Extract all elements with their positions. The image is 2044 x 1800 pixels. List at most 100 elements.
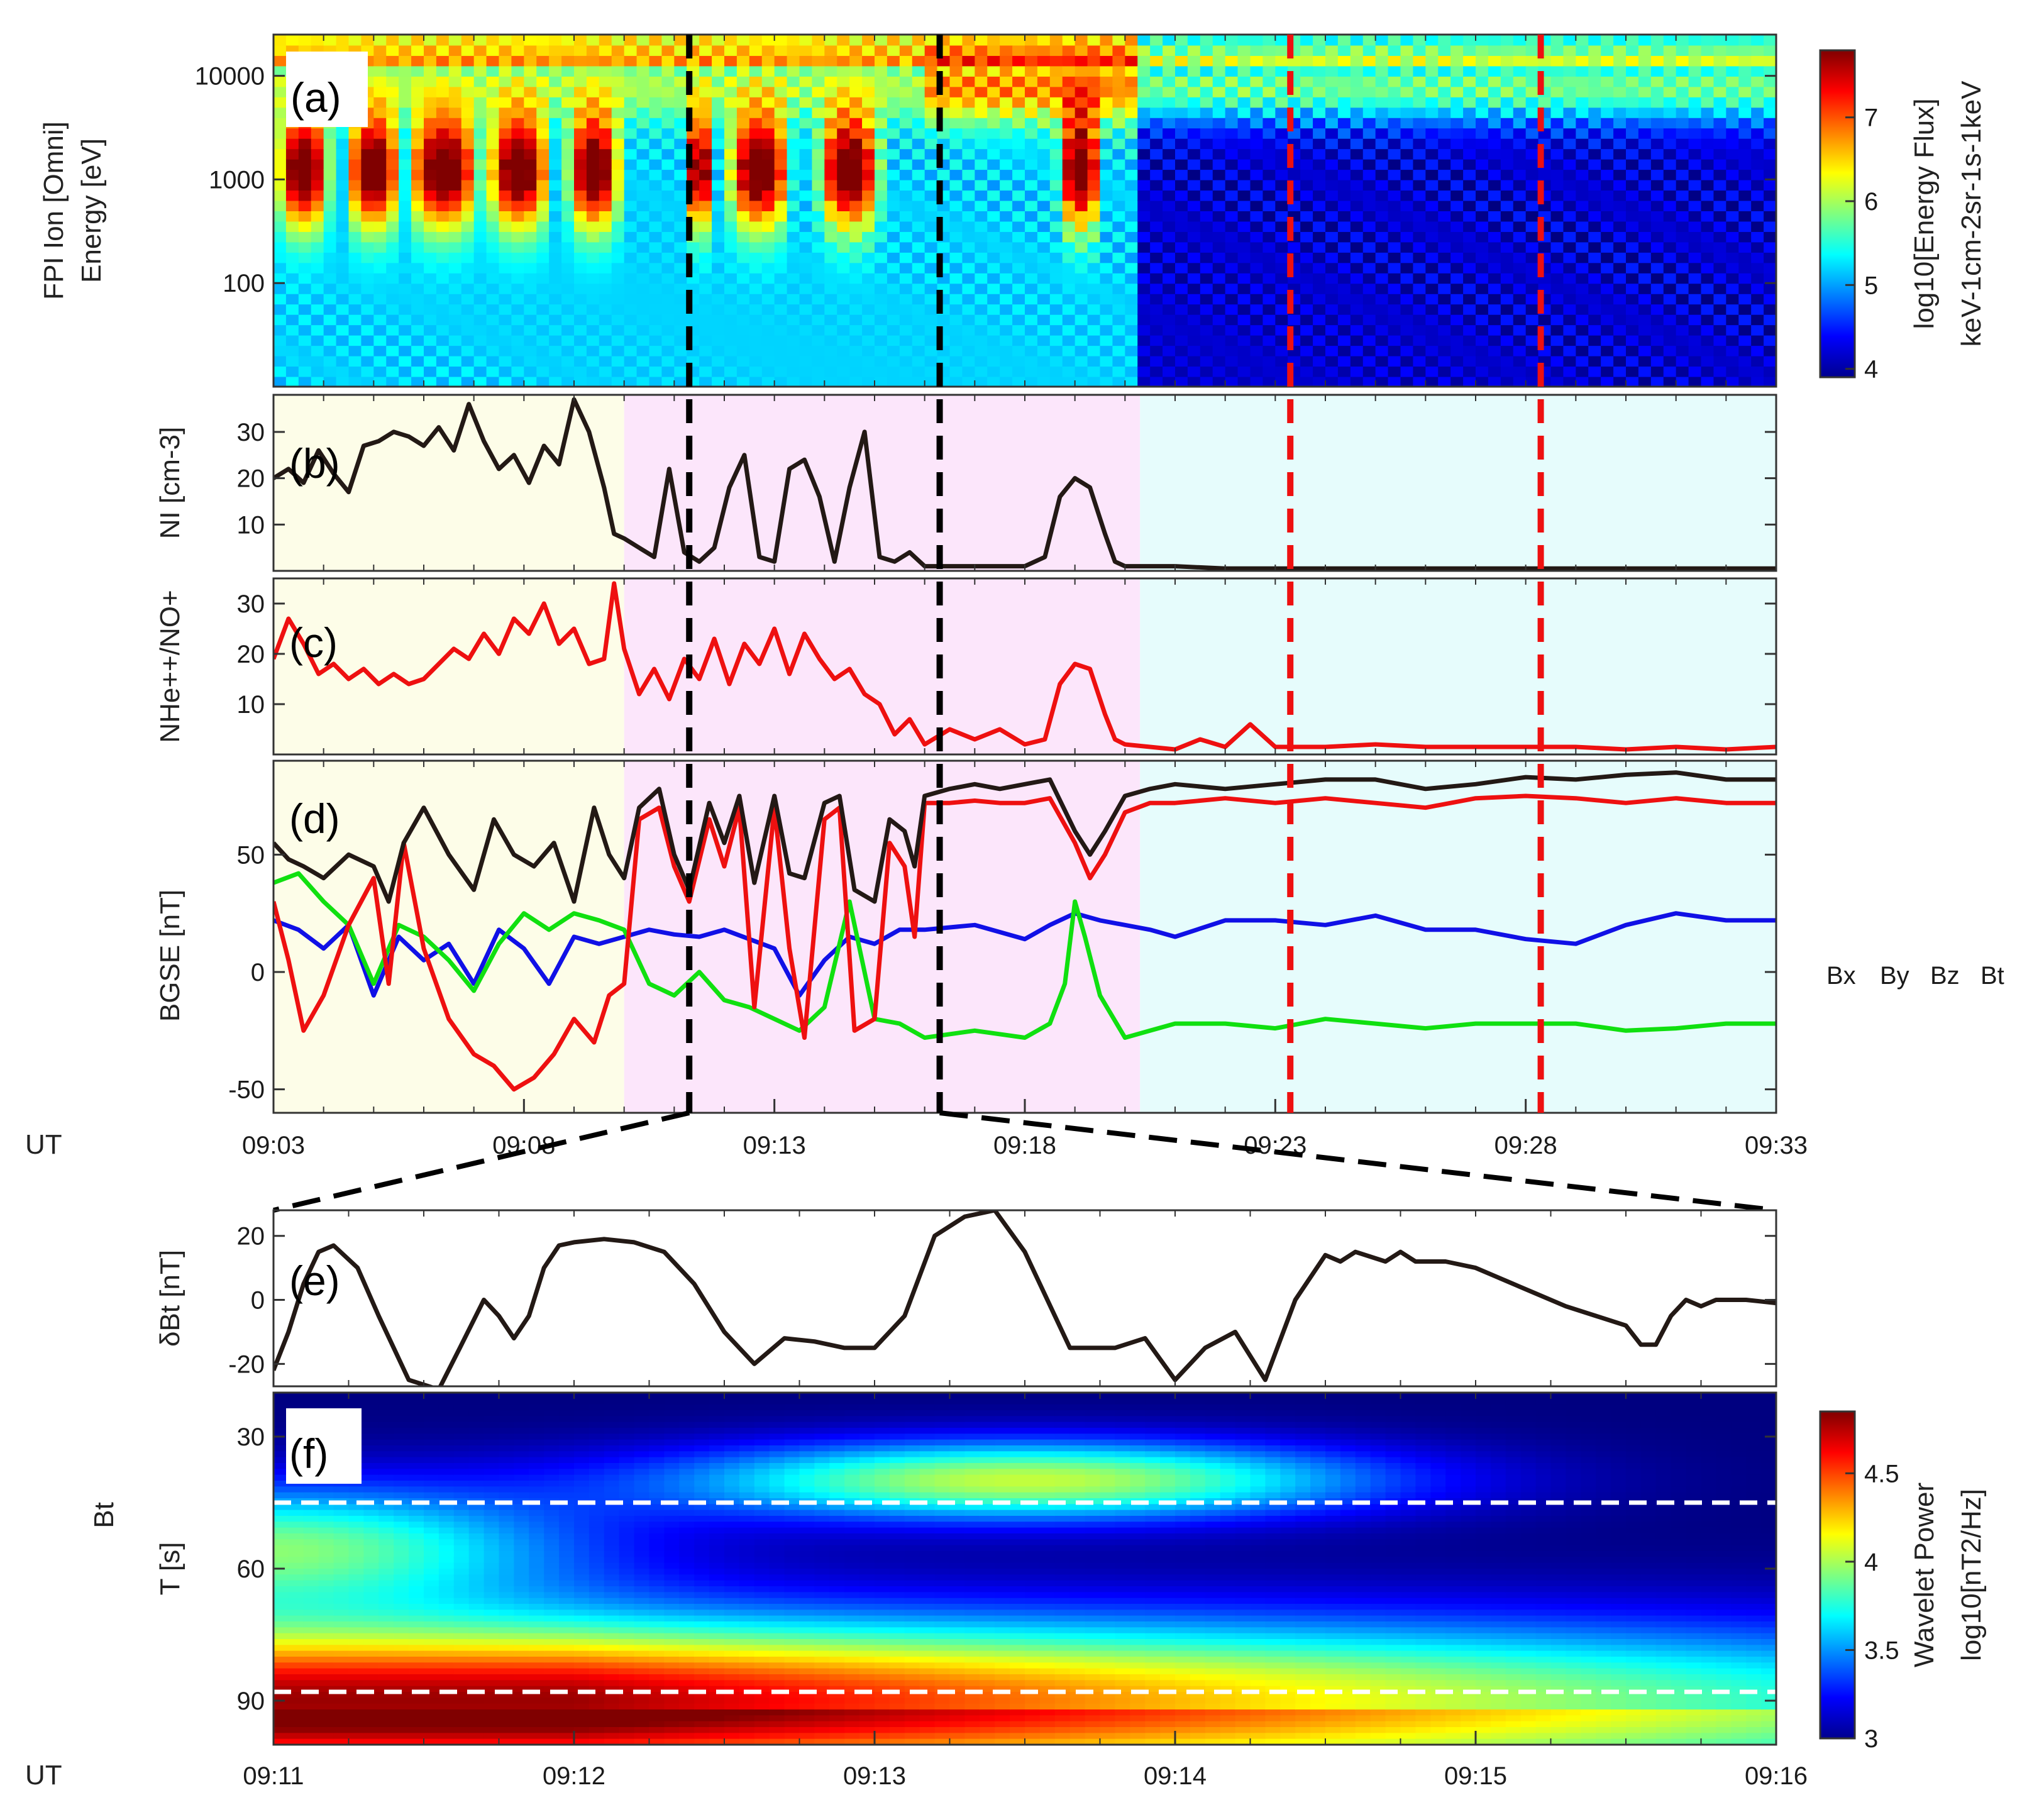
spectrogram-cell xyxy=(1500,200,1514,211)
spectrogram-cell xyxy=(799,55,813,67)
spectrogram-cell xyxy=(1626,221,1639,232)
spectrogram-cell xyxy=(1400,169,1414,180)
spectrogram-cell xyxy=(1701,231,1715,243)
spectrogram-cell xyxy=(561,117,575,129)
spectrogram-cell xyxy=(736,158,750,170)
spectrogram-cell xyxy=(1049,86,1063,97)
spectrogram-cell xyxy=(949,179,963,191)
spectrogram-cell xyxy=(1764,55,1776,67)
spectrogram-cell xyxy=(461,190,475,201)
spectrogram-cell xyxy=(298,138,312,150)
spectrogram-cell xyxy=(1550,190,1564,201)
spectrogram-cell xyxy=(824,86,838,97)
spectrogram-cell xyxy=(1025,169,1038,180)
spectrogram-cell xyxy=(1500,272,1514,284)
spectrogram-cell xyxy=(499,75,512,87)
spectrogram-cell xyxy=(1012,45,1025,56)
wavelet-cell xyxy=(303,1686,319,1692)
wavelet-cell xyxy=(318,1510,334,1516)
spectrogram-cell xyxy=(511,221,525,232)
spectrogram-cell xyxy=(1751,262,1765,273)
spectrogram-cell xyxy=(649,345,663,356)
wavelet-cell xyxy=(273,1621,289,1628)
spectrogram-cell xyxy=(1751,231,1765,243)
spectrogram-cell xyxy=(1688,283,1702,294)
wavelet-cell xyxy=(348,1680,365,1687)
spectrogram-cell xyxy=(1525,262,1539,273)
spectrogram-cell xyxy=(1400,138,1414,150)
spectrogram-cell xyxy=(448,251,462,263)
legend-bz: Bz xyxy=(1930,962,1960,990)
spectrogram-cell xyxy=(699,55,713,67)
spectrogram-cell xyxy=(949,355,963,367)
wavelet-cell xyxy=(288,1662,304,1669)
region-shade xyxy=(624,578,1141,754)
spectrogram-cell xyxy=(761,241,775,253)
spectrogram-cell xyxy=(1588,221,1602,232)
spectrogram-cell xyxy=(1037,251,1051,263)
spectrogram-cell xyxy=(1738,138,1752,150)
spectrogram-cell xyxy=(1525,179,1539,191)
spectrogram-cell xyxy=(1325,221,1339,232)
spectrogram-cell xyxy=(461,293,475,305)
spectrogram-cell xyxy=(1713,55,1727,67)
spectrogram-cell xyxy=(1237,96,1251,108)
spectrogram-cell xyxy=(1438,334,1452,346)
spectrogram-cell xyxy=(524,96,538,108)
spectrogram-cell xyxy=(1601,283,1615,294)
wavelet-cell xyxy=(303,1727,319,1734)
spectrogram-cell xyxy=(524,128,538,139)
spectrogram-cell xyxy=(787,324,800,336)
spectrogram-cell xyxy=(1300,179,1314,191)
spectrogram-cell xyxy=(599,55,612,67)
spectrogram-cell xyxy=(1738,304,1752,315)
spectrogram-cell xyxy=(924,355,938,367)
spectrogram-cell xyxy=(536,65,550,77)
spectrogram-cell xyxy=(1350,211,1364,222)
spectrogram-cell xyxy=(787,314,800,326)
spectrogram-cell xyxy=(1764,158,1776,170)
wavelet-cell xyxy=(348,1715,365,1722)
spectrogram-cell xyxy=(1200,283,1213,294)
spectrogram-cell xyxy=(424,200,437,211)
wavelet-cell xyxy=(333,1633,350,1640)
spectrogram-cell xyxy=(674,376,688,387)
spectrogram-cell xyxy=(1764,65,1776,77)
spectrogram-cell xyxy=(1425,262,1439,273)
spectrogram-cell xyxy=(1650,169,1664,180)
spectrogram-cell xyxy=(1688,345,1702,356)
spectrogram-cell xyxy=(1112,190,1126,201)
spectrogram-cell xyxy=(1413,314,1427,326)
spectrogram-cell xyxy=(712,283,725,294)
spectrogram-cell xyxy=(1275,272,1289,284)
spectrogram-cell xyxy=(1225,35,1239,46)
wavelet-cell xyxy=(273,1703,289,1710)
spectrogram-cell xyxy=(1237,366,1251,377)
spectrogram-cell xyxy=(1337,231,1351,243)
spectrogram-cell xyxy=(975,138,988,150)
wavelet-cell xyxy=(333,1516,350,1523)
wavelet-cell xyxy=(348,1727,365,1734)
spectrogram-cell xyxy=(875,283,888,294)
wavelet-cell xyxy=(363,1557,380,1564)
spectrogram-cell xyxy=(862,179,875,191)
spectrogram-cell xyxy=(1300,272,1314,284)
spectrogram-cell xyxy=(524,272,538,284)
spectrogram-cell xyxy=(1037,324,1051,336)
spectrogram-cell xyxy=(1563,304,1577,315)
spectrogram-cell xyxy=(386,283,400,294)
spectrogram-cell xyxy=(887,169,900,180)
spectrogram-cell xyxy=(1100,96,1113,108)
spectrogram-cell xyxy=(1262,376,1276,387)
spectrogram-cell xyxy=(624,45,638,56)
spectrogram-cell xyxy=(599,345,612,356)
spectrogram-cell xyxy=(1012,366,1025,377)
spectrogram-cell xyxy=(1150,35,1164,46)
spectrogram-cell xyxy=(987,107,1001,118)
spectrogram-cell xyxy=(424,158,437,170)
wavelet-cell xyxy=(348,1733,365,1740)
spectrogram-cell xyxy=(1337,75,1351,87)
b-field-series xyxy=(273,770,1776,1092)
spectrogram-cell xyxy=(787,211,800,222)
spectrogram-cell xyxy=(611,231,625,243)
